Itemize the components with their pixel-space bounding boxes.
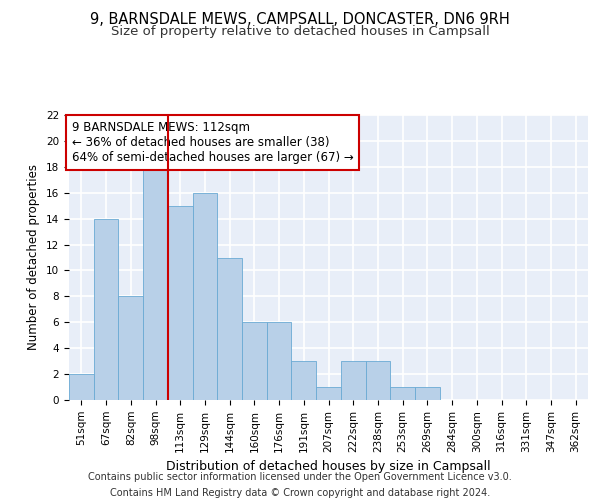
Text: 9, BARNSDALE MEWS, CAMPSALL, DONCASTER, DN6 9RH: 9, BARNSDALE MEWS, CAMPSALL, DONCASTER, … [90,12,510,28]
Text: Contains HM Land Registry data © Crown copyright and database right 2024.: Contains HM Land Registry data © Crown c… [110,488,490,498]
Bar [217,258,242,400]
Bar [242,322,267,400]
Bar [69,374,94,400]
Text: Size of property relative to detached houses in Campsall: Size of property relative to detached ho… [110,25,490,38]
Y-axis label: Number of detached properties: Number of detached properties [28,164,40,350]
Text: Contains public sector information licensed under the Open Government Licence v3: Contains public sector information licen… [88,472,512,482]
Bar [390,387,415,400]
Bar [118,296,143,400]
X-axis label: Distribution of detached houses by size in Campsall: Distribution of detached houses by size … [166,460,491,473]
Bar [292,361,316,400]
Bar [143,167,168,400]
Bar [341,361,365,400]
Bar [365,361,390,400]
Bar [267,322,292,400]
Bar [316,387,341,400]
Bar [415,387,440,400]
Bar [94,218,118,400]
Text: 9 BARNSDALE MEWS: 112sqm
← 36% of detached houses are smaller (38)
64% of semi-d: 9 BARNSDALE MEWS: 112sqm ← 36% of detach… [71,120,353,164]
Bar [193,192,217,400]
Bar [168,206,193,400]
